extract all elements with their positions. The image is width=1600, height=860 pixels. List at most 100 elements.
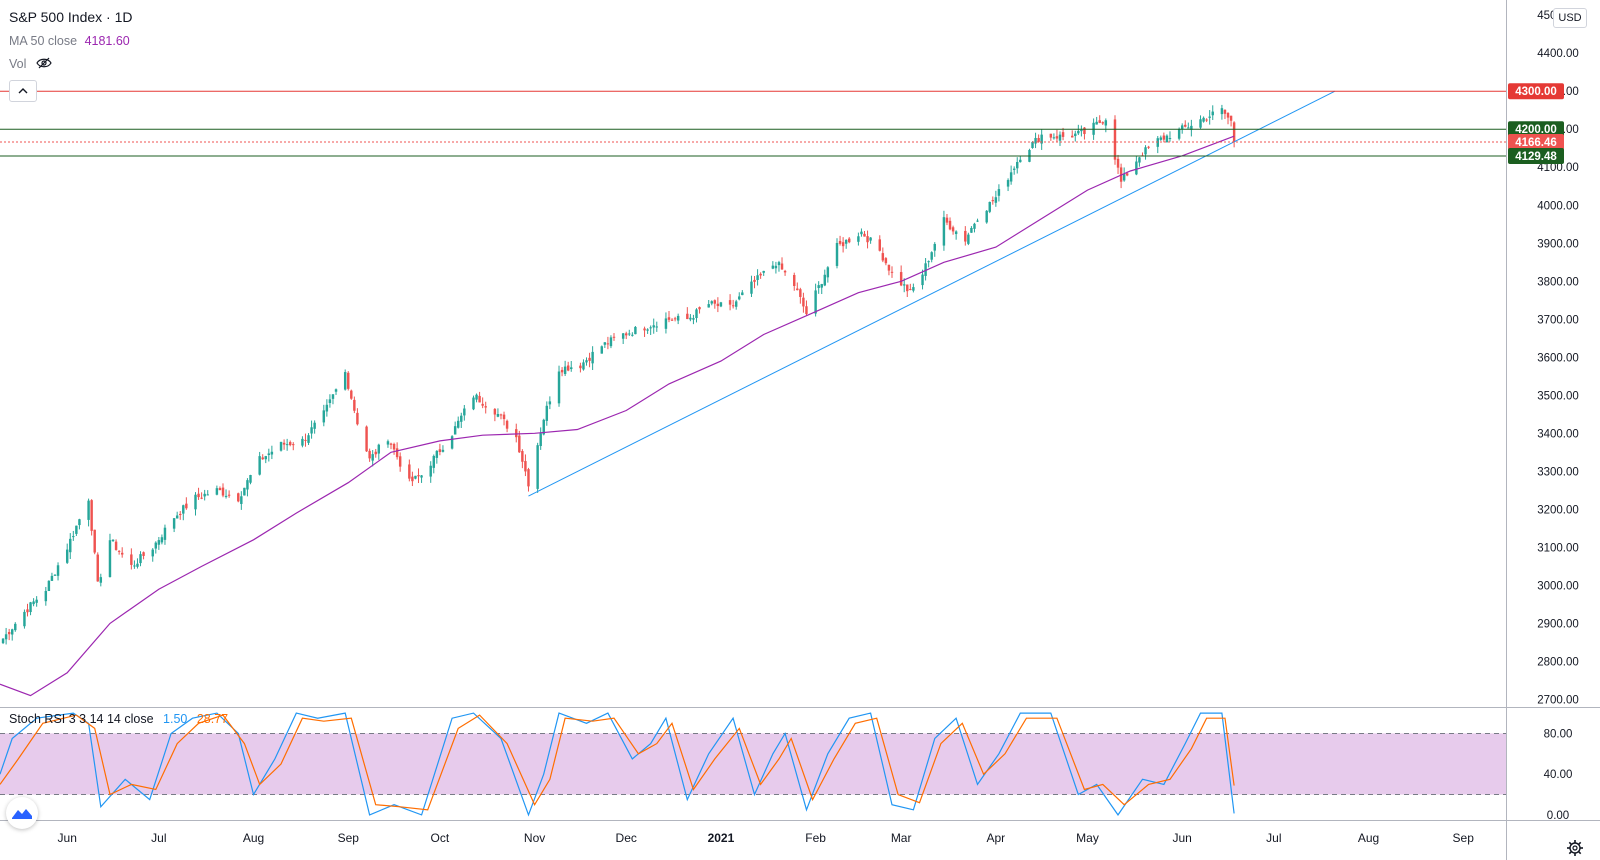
candle[interactable] xyxy=(878,235,881,252)
candle[interactable] xyxy=(997,184,1001,202)
candle[interactable] xyxy=(707,299,710,308)
stoch-rsi-legend[interactable]: Stoch RSI 3 3 14 14 close 1.50 28.77 xyxy=(9,712,228,726)
candle[interactable] xyxy=(728,294,732,311)
candle[interactable] xyxy=(1077,124,1080,136)
candle[interactable] xyxy=(527,467,530,492)
candle[interactable] xyxy=(515,423,518,443)
candle[interactable] xyxy=(545,401,549,426)
candle[interactable] xyxy=(1187,122,1190,129)
candle[interactable] xyxy=(664,312,668,334)
candle[interactable] xyxy=(548,396,552,410)
candle[interactable] xyxy=(408,459,411,482)
candle[interactable] xyxy=(438,443,442,456)
candle[interactable] xyxy=(1095,116,1098,125)
candle[interactable] xyxy=(285,438,289,451)
candle[interactable] xyxy=(35,596,38,607)
candle[interactable] xyxy=(899,265,903,287)
candle[interactable] xyxy=(56,562,60,581)
candle[interactable] xyxy=(99,573,103,587)
candle[interactable] xyxy=(1049,133,1053,141)
candle[interactable] xyxy=(753,275,756,289)
candle[interactable] xyxy=(331,394,335,405)
candle[interactable] xyxy=(14,622,17,632)
candle[interactable] xyxy=(609,335,613,349)
candle[interactable] xyxy=(860,228,863,237)
candle[interactable] xyxy=(53,574,57,576)
candle[interactable] xyxy=(279,441,283,452)
candle[interactable] xyxy=(713,299,717,309)
candle[interactable] xyxy=(1074,130,1077,142)
currency-button[interactable]: USD xyxy=(1553,8,1587,28)
candle[interactable] xyxy=(1071,130,1074,138)
candle[interactable] xyxy=(1144,145,1147,160)
candle[interactable] xyxy=(29,601,32,616)
candle[interactable] xyxy=(179,511,182,520)
candle[interactable] xyxy=(884,257,888,266)
candle[interactable] xyxy=(1147,145,1150,150)
candle[interactable] xyxy=(1135,155,1138,176)
candle[interactable] xyxy=(502,411,506,426)
candle[interactable] xyxy=(1006,178,1010,192)
candle[interactable] xyxy=(1098,115,1101,124)
candle[interactable] xyxy=(976,218,979,223)
candle[interactable] xyxy=(1168,131,1172,142)
candle[interactable] xyxy=(160,534,164,545)
candle[interactable] xyxy=(1190,119,1193,137)
candle[interactable] xyxy=(1113,115,1117,165)
candle[interactable] xyxy=(841,237,845,253)
candle[interactable] xyxy=(579,362,582,373)
candle[interactable] xyxy=(1208,110,1211,125)
candle[interactable] xyxy=(72,530,75,541)
candle[interactable] xyxy=(945,213,949,226)
candle[interactable] xyxy=(927,260,930,268)
candle[interactable] xyxy=(820,283,823,295)
candle[interactable] xyxy=(218,486,222,491)
candle[interactable] xyxy=(1040,129,1043,150)
candle[interactable] xyxy=(1028,148,1031,163)
candle[interactable] xyxy=(374,448,377,458)
candle[interactable] xyxy=(783,269,787,276)
candle[interactable] xyxy=(1101,121,1104,125)
candle[interactable] xyxy=(741,290,744,296)
candle[interactable] xyxy=(1162,132,1166,143)
candle[interactable] xyxy=(240,491,243,510)
candle[interactable] xyxy=(731,299,735,309)
candle[interactable] xyxy=(505,419,509,433)
candle[interactable] xyxy=(441,445,445,453)
candle[interactable] xyxy=(1159,135,1163,141)
candle[interactable] xyxy=(65,543,69,564)
candle[interactable] xyxy=(356,408,359,426)
candle[interactable] xyxy=(539,427,542,450)
candle[interactable] xyxy=(906,284,909,297)
candle[interactable] xyxy=(377,443,381,460)
candle[interactable] xyxy=(734,299,738,310)
candle[interactable] xyxy=(1052,133,1056,140)
candle[interactable] xyxy=(108,533,112,578)
candle[interactable] xyxy=(670,318,674,322)
candle[interactable] xyxy=(151,548,154,562)
candle[interactable] xyxy=(1116,154,1120,174)
candle[interactable] xyxy=(890,266,894,278)
candle[interactable] xyxy=(78,518,81,530)
candle[interactable] xyxy=(114,539,118,551)
candle[interactable] xyxy=(292,442,295,451)
candle[interactable] xyxy=(921,269,924,290)
candle[interactable] xyxy=(954,230,958,240)
candle[interactable] xyxy=(136,558,139,569)
candle[interactable] xyxy=(673,316,677,322)
candle[interactable] xyxy=(432,454,435,474)
candle[interactable] xyxy=(414,475,417,480)
candle[interactable] xyxy=(667,311,671,323)
candle[interactable] xyxy=(1165,134,1169,143)
candle[interactable] xyxy=(835,238,839,269)
candle[interactable] xyxy=(869,237,872,244)
candle[interactable] xyxy=(600,345,604,354)
candle[interactable] xyxy=(353,396,356,414)
candle[interactable] xyxy=(325,399,329,417)
candle[interactable] xyxy=(261,454,264,460)
candle[interactable] xyxy=(689,314,692,322)
candle[interactable] xyxy=(570,361,573,372)
candle[interactable] xyxy=(227,490,231,498)
candle[interactable] xyxy=(194,492,197,516)
